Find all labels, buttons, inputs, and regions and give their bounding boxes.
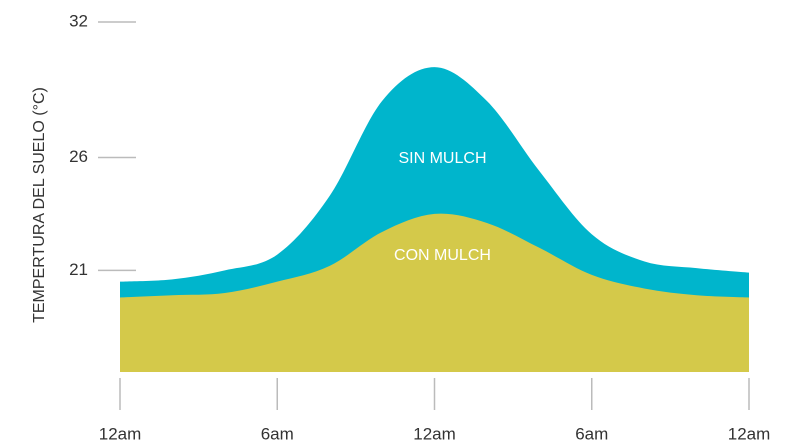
series-label: SIN MULCH xyxy=(398,150,486,167)
x-tick-label: 6am xyxy=(261,424,294,443)
x-tick-label: 12am xyxy=(99,424,142,443)
series-label: CON MULCH xyxy=(394,247,491,264)
y-axis-label: TEMPERTURA DEL SUELO (°C) xyxy=(31,87,48,323)
x-tick-label: 6am xyxy=(575,424,608,443)
x-tick-label: 12am xyxy=(728,424,771,443)
y-tick-label: 21 xyxy=(69,260,88,279)
area xyxy=(120,213,749,372)
y-tick-label: 26 xyxy=(69,147,88,166)
x-tick-label: 12am xyxy=(413,424,456,443)
y-tick-label: 32 xyxy=(69,11,88,30)
